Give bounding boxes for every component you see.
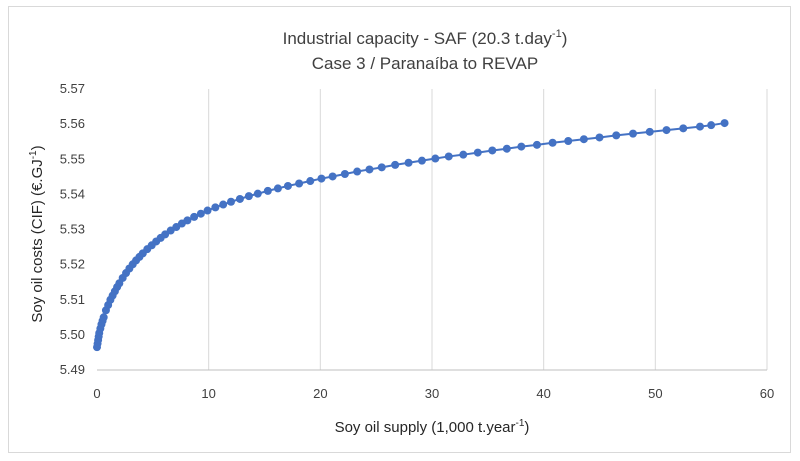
data-point: [211, 203, 220, 212]
x-tick-label: 10: [201, 386, 215, 401]
data-point: [203, 206, 212, 215]
x-tick-label: 20: [313, 386, 327, 401]
data-point: [517, 142, 526, 151]
data-point: [431, 154, 440, 163]
data-point: [161, 230, 170, 239]
data-point: [340, 170, 349, 178]
data-point: [183, 216, 192, 225]
x-tick-label: 50: [648, 386, 662, 401]
data-point: [227, 197, 235, 206]
data-point: [253, 189, 262, 198]
y-tick-label: 5.54: [60, 186, 85, 201]
data-point: [662, 126, 671, 135]
chart-title: Industrial capacity - SAF (20.3 t.day-1): [283, 28, 568, 48]
x-tick-label: 40: [536, 386, 550, 401]
data-point: [444, 152, 453, 161]
x-tick-label: 30: [425, 386, 439, 401]
data-point: [532, 140, 541, 149]
data-point: [196, 209, 205, 218]
data-point: [273, 184, 282, 193]
data-point: [219, 200, 228, 209]
data-point: [99, 313, 108, 322]
data-point: [235, 194, 244, 203]
data-point: [679, 124, 688, 133]
data-point: [459, 150, 468, 159]
data-point: [612, 131, 621, 140]
data-point: [317, 174, 326, 183]
data-point: [328, 172, 337, 181]
data-point: [417, 156, 426, 165]
y-tick-label: 5.55: [60, 151, 85, 166]
data-point: [720, 119, 729, 128]
x-axis-label: Soy oil supply (1,000 t.year-1): [335, 418, 530, 436]
y-tick-label: 5.57: [60, 81, 85, 96]
data-point: [488, 146, 497, 155]
data-point: [353, 167, 362, 176]
data-point: [365, 165, 374, 174]
data-point: [696, 122, 704, 131]
y-tick-label: 5.49: [60, 362, 85, 377]
data-point: [645, 127, 654, 136]
x-tick-labels: 0 10 20 30 40 50 60: [93, 386, 774, 401]
y-tick-labels: 5.49 5.50 5.51 5.52 5.53 5.54 5.55 5.56 5.57: [60, 81, 85, 377]
data-point: [391, 160, 400, 169]
data-point: [707, 121, 716, 130]
data-point: [473, 148, 482, 157]
data-point: [306, 177, 315, 186]
data-points: [93, 119, 729, 352]
data-point: [377, 163, 386, 172]
data-point: [295, 179, 304, 188]
data-point: [548, 138, 557, 147]
data-point: [629, 129, 637, 138]
y-tick-label: 5.56: [60, 116, 85, 131]
y-tick-label: 5.50: [60, 327, 85, 342]
chart-frame: [8, 6, 791, 453]
x-tick-label: 60: [760, 386, 774, 401]
data-point: [404, 158, 413, 167]
data-point: [564, 136, 573, 145]
data-point: [502, 144, 511, 153]
data-point: [579, 135, 588, 144]
y-tick-label: 5.52: [60, 257, 85, 272]
data-point: [263, 186, 272, 195]
x-tick-label: 0: [93, 386, 100, 401]
chart-subtitle: Case 3 / Paranaíba to REVAP: [312, 54, 538, 73]
series-line: [96, 122, 725, 348]
data-point: [283, 181, 292, 190]
y-tick-label: 5.53: [60, 222, 85, 237]
y-axis-label: Soy oil costs (CIF) (€.GJ-1): [28, 145, 46, 322]
data-point: [595, 133, 604, 142]
y-tick-label: 5.51: [60, 292, 85, 307]
gridlines: [208, 89, 768, 370]
data-point: [244, 192, 253, 201]
data-point: [190, 212, 199, 221]
